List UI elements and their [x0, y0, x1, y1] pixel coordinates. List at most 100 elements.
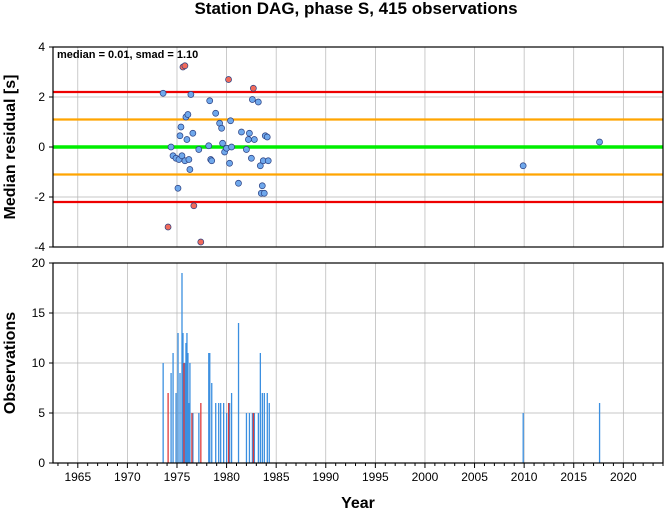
residual-point: [177, 123, 185, 131]
residual-point: [228, 143, 235, 151]
observation-bar: [211, 383, 213, 463]
residual-point: [258, 182, 266, 190]
x-tick-label: 1990: [312, 470, 339, 484]
observation-bars: [162, 273, 601, 463]
residual-point: [159, 89, 167, 97]
residual-panel: -4 -2 0 2 4 median = 0.01, smad = 1.10 Media…: [2, 40, 664, 254]
x-tick-label: 2015: [560, 470, 587, 484]
observation-bar: [208, 353, 210, 463]
observation-y-tick-label: 10: [32, 356, 46, 370]
observation-bar: [266, 393, 268, 463]
residual-point: [264, 157, 272, 165]
residual-y-tick-label: 0: [38, 140, 45, 154]
observation-bar: [186, 333, 188, 463]
observation-bar: [253, 413, 256, 463]
observation-bar: [170, 373, 172, 463]
observation-bar: [188, 403, 190, 463]
outlier-bar: [200, 403, 202, 463]
residual-point: [250, 136, 258, 143]
observation-bar: [192, 413, 194, 463]
observation-bar: [268, 403, 270, 463]
x-tick-label: 2000: [412, 470, 439, 484]
observation-bar: [230, 393, 233, 463]
residual-point: [519, 162, 527, 170]
observation-bar: [172, 353, 174, 463]
x-tick-label: 1965: [64, 470, 91, 484]
outlier-bar: [227, 403, 230, 463]
observation-bar: [187, 353, 189, 463]
observation-y-tick-label: 0: [38, 456, 45, 470]
residual-point: [227, 117, 234, 125]
outlier-point: [181, 62, 189, 70]
observation-bar: [215, 403, 217, 463]
residual-point: [174, 184, 182, 192]
observation-bar: [263, 393, 265, 463]
residual-y-tick-label: 4: [38, 40, 45, 54]
residual-point: [208, 157, 216, 165]
observation-bar: [248, 413, 251, 463]
outlier-point: [164, 223, 172, 231]
observation-x-ticks: 1965 1970 1975 1980 1985 1990 1995 2000 2005 2010…: [57, 463, 664, 484]
residual-point: [212, 109, 220, 117]
residual-point: [596, 138, 603, 146]
observation-bar: [228, 403, 231, 463]
residual-point: [263, 133, 271, 141]
residual-point: [245, 136, 252, 143]
observation-bar: [259, 353, 262, 463]
observation-bar: [251, 413, 254, 463]
chart-title: Station DAG, phase S, 415 observations: [194, 0, 517, 18]
observation-bar: [522, 413, 524, 463]
residual-point: [186, 166, 194, 173]
outlier-point: [190, 202, 198, 210]
stats-annotation: median = 0.01, smad = 1.10: [57, 49, 198, 61]
observation-bar: [184, 363, 186, 463]
residual-point: [187, 91, 195, 98]
observation-bar: [261, 393, 263, 463]
residual-point: [167, 143, 175, 151]
residual-point: [184, 111, 192, 118]
outlier-point: [197, 238, 205, 246]
observation-bar: [218, 403, 220, 463]
residual-points: [159, 62, 603, 246]
observation-y-tick-label: 20: [32, 256, 46, 270]
observation-y-tick-label: 15: [32, 306, 46, 320]
residual-y-tick-label: 2: [38, 90, 45, 104]
observation-bar: [245, 413, 248, 463]
outlier-point: [225, 76, 232, 83]
outlier-point: [250, 84, 257, 92]
x-tick-label: 1970: [114, 470, 141, 484]
observation-bar: [175, 393, 177, 463]
residual-point: [235, 179, 242, 187]
observation-bar: [598, 403, 601, 463]
outlier-bar: [191, 413, 193, 463]
residual-point: [238, 128, 245, 136]
residual-point: [226, 159, 233, 167]
residual-point: [248, 154, 255, 162]
residual-point: [254, 98, 262, 106]
observation-bar: [257, 413, 260, 463]
observation-bar: [182, 333, 184, 463]
x-tick-label: 2010: [511, 470, 538, 484]
residual-point: [256, 162, 264, 170]
x-tick-label: 1995: [362, 470, 389, 484]
outlier-bar: [252, 413, 255, 463]
observation-bar: [179, 373, 181, 463]
observation-bar: [223, 403, 225, 463]
residual-point: [246, 129, 253, 137]
observation-bar: [177, 333, 179, 463]
residual-point: [185, 156, 193, 163]
observation-y-axis-label: Observations: [2, 312, 19, 414]
observation-bar: [181, 273, 183, 463]
residual-point: [243, 146, 250, 153]
observation-bar: [225, 413, 228, 463]
residual-point: [219, 139, 226, 147]
x-tick-label: 1985: [263, 470, 290, 484]
observation-bar: [185, 343, 187, 463]
x-tick-label: 2005: [461, 470, 488, 484]
outlier-bar: [167, 393, 169, 463]
residual-y-ticks: -4 -2 0 2 4: [34, 40, 53, 254]
residual-point: [260, 189, 268, 197]
x-tick-label: 1980: [213, 470, 240, 484]
residual-point: [249, 96, 256, 103]
